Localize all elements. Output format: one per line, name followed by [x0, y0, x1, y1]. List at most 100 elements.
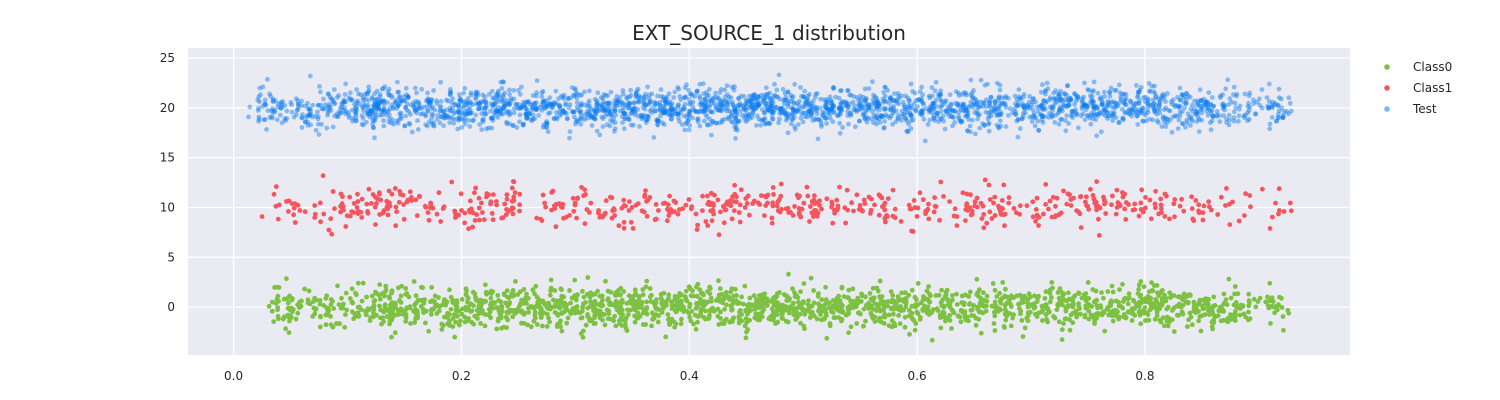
point — [368, 108, 374, 113]
point — [445, 114, 451, 120]
point — [620, 312, 625, 317]
point — [1105, 110, 1110, 115]
point — [476, 205, 482, 211]
point — [354, 104, 360, 109]
point — [574, 215, 579, 221]
point — [1143, 205, 1148, 211]
point — [1056, 121, 1062, 127]
point — [442, 115, 448, 121]
point — [1181, 208, 1187, 214]
point — [1109, 283, 1115, 289]
point — [323, 322, 329, 328]
point — [729, 286, 735, 292]
point — [499, 304, 504, 309]
point — [656, 313, 662, 318]
point — [774, 87, 780, 93]
point — [713, 105, 719, 111]
point — [691, 321, 696, 327]
point — [833, 94, 838, 100]
point — [371, 314, 376, 320]
point — [1265, 103, 1270, 109]
point — [750, 110, 755, 115]
point — [697, 296, 703, 302]
point — [597, 132, 603, 138]
point — [532, 305, 537, 311]
point — [288, 100, 294, 105]
point — [748, 308, 754, 313]
point — [262, 117, 268, 122]
point — [271, 319, 277, 324]
point — [588, 200, 594, 206]
point — [425, 108, 431, 114]
point — [970, 101, 976, 107]
point — [751, 293, 757, 299]
point — [1091, 196, 1097, 202]
point — [675, 300, 681, 306]
point — [806, 305, 812, 311]
point — [607, 123, 613, 129]
point — [499, 86, 505, 91]
point — [1197, 299, 1202, 305]
point — [667, 113, 673, 118]
point — [775, 319, 781, 325]
point — [811, 197, 817, 203]
point — [626, 117, 632, 122]
point — [869, 196, 874, 202]
point — [429, 115, 434, 121]
point — [1095, 90, 1101, 96]
point — [1273, 200, 1278, 206]
point — [705, 193, 710, 199]
point — [996, 124, 1001, 130]
point — [490, 192, 496, 198]
point — [1148, 216, 1154, 222]
point — [609, 215, 615, 221]
point — [672, 89, 678, 95]
point — [434, 211, 440, 217]
point — [1185, 111, 1191, 117]
point — [1198, 106, 1204, 112]
point — [793, 109, 799, 115]
point — [965, 128, 970, 134]
point — [687, 109, 692, 115]
point — [459, 297, 465, 302]
point — [1094, 133, 1100, 139]
point — [506, 109, 512, 114]
point — [707, 116, 713, 122]
point — [594, 98, 600, 104]
point — [429, 298, 435, 304]
point — [739, 113, 745, 118]
point — [857, 118, 862, 124]
point — [425, 210, 431, 215]
point — [1029, 119, 1035, 124]
point — [762, 213, 767, 219]
point — [1105, 116, 1110, 121]
point — [326, 91, 331, 97]
point — [905, 129, 911, 135]
point — [955, 101, 961, 107]
point — [1272, 102, 1278, 108]
point — [827, 323, 833, 329]
point — [629, 205, 635, 210]
point — [1151, 105, 1157, 111]
point — [375, 101, 380, 107]
point — [1052, 214, 1058, 220]
point — [318, 219, 323, 225]
point — [1047, 287, 1053, 293]
point — [559, 205, 565, 210]
point — [551, 297, 556, 303]
point — [834, 207, 840, 213]
point — [867, 291, 873, 296]
point — [308, 122, 313, 128]
point — [306, 288, 312, 294]
point — [682, 95, 687, 100]
point — [1025, 300, 1031, 306]
point — [627, 199, 632, 205]
point — [992, 309, 997, 315]
point — [600, 116, 606, 121]
point — [783, 117, 789, 123]
point — [372, 91, 377, 97]
point — [643, 91, 648, 97]
point — [1028, 309, 1033, 315]
point — [782, 112, 788, 117]
point — [653, 300, 659, 306]
